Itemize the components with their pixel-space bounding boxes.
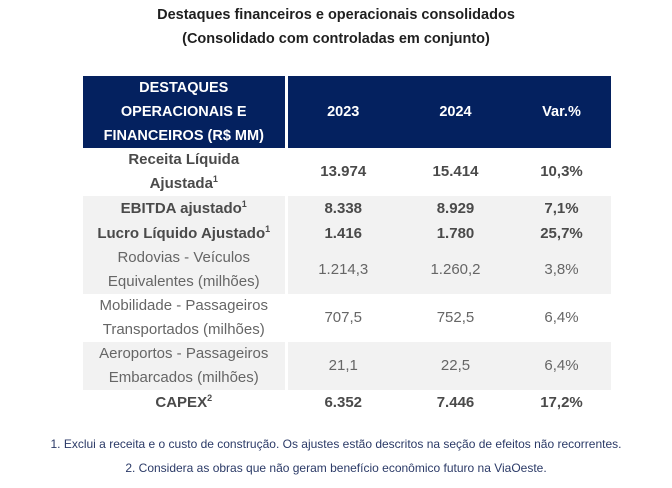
row-label-line-1: EBITDA ajustado: [120, 199, 242, 217]
table-row: EBITDA ajustado1 8.338 8.929 7,1%: [83, 196, 611, 221]
value-var: 17,2%: [512, 390, 611, 415]
value-2023: 21,1: [286, 342, 399, 390]
row-label-line-1: Lucro Líquido Ajustado: [97, 224, 266, 242]
footnote-1: 1. Exclui a receita e o custo de constru…: [50, 437, 622, 451]
footnote-marker: 2: [207, 392, 213, 403]
value-2024: 15.414: [399, 148, 512, 196]
table-row: Rodovias - Veículos Equivalentes (milhões…: [83, 246, 611, 294]
value-2023: 13.974: [286, 148, 399, 196]
footnote-marker: 1: [241, 198, 247, 209]
row-label-line-1: Receita Líquida: [128, 151, 240, 168]
row-label-line-2: Embarcados (milhões): [108, 369, 259, 386]
row-label-line-1: Mobilidade - Passageiros: [99, 297, 268, 314]
value-var: 6,4%: [512, 294, 611, 342]
value-var: 6,4%: [512, 342, 611, 390]
value-var: 3,8%: [512, 246, 611, 294]
title-line-1: Destaques financeiros e operacionais con…: [157, 7, 515, 23]
value-2024: 8.929: [399, 196, 512, 221]
row-label-line-2: Equivalentes (milhões): [107, 273, 260, 290]
row-label-line-1: CAPEX: [155, 393, 208, 411]
table-row: CAPEX2 6.352 7.446 17,2%: [83, 390, 611, 415]
header-label: DESTAQUES OPERACIONAIS E FINANCEIROS (R$…: [83, 76, 288, 148]
header-2023: 2023: [286, 76, 399, 148]
row-label: Rodovias - Veículos Equivalentes (milhões…: [83, 246, 288, 294]
header-var: Var.%: [512, 76, 611, 148]
table-header-row: DESTAQUES OPERACIONAIS E FINANCEIROS (R$…: [83, 76, 611, 148]
value-2024: 1.260,2: [399, 246, 512, 294]
highlights-table: DESTAQUES OPERACIONAIS E FINANCEIROS (R$…: [83, 76, 611, 415]
row-label-line-2: Transportados (milhões): [102, 321, 265, 338]
value-2023: 1.214,3: [286, 246, 399, 294]
row-label-line-1: Rodovias - Veículos: [117, 249, 251, 266]
title-line-2: (Consolidado com controladas em conjunto…: [182, 31, 490, 47]
value-2023: 707,5: [286, 294, 399, 342]
value-2023: 6.352: [286, 390, 399, 415]
value-2024: 752,5: [399, 294, 512, 342]
value-var: 25,7%: [512, 221, 611, 246]
row-label: Mobilidade - Passageiros Transportados (m…: [83, 294, 288, 342]
row-label: CAPEX2: [83, 390, 288, 415]
table-row: Aeroportos - Passageiros Embarcados (milh…: [83, 342, 611, 390]
value-2023: 1.416: [286, 221, 399, 246]
row-label: Aeroportos - Passageiros Embarcados (milh…: [83, 342, 288, 390]
footnote-marker: 1: [212, 174, 218, 184]
header-label-line-1: DESTAQUES: [139, 80, 229, 96]
header-2024: 2024: [399, 76, 512, 148]
value-2024: 1.780: [399, 221, 512, 246]
value-var: 7,1%: [512, 196, 611, 221]
row-label-line-1: Aeroportos - Passageiros: [99, 345, 269, 362]
footnote-2: 2. Considera as obras que não geram bene…: [125, 461, 547, 475]
footnote-marker: 1: [265, 223, 271, 234]
value-2023: 8.338: [286, 196, 399, 221]
table-row: Lucro Líquido Ajustado1 1.416 1.780 25,7…: [83, 221, 611, 246]
row-label: Receita Líquida Ajustada1: [83, 148, 288, 196]
value-2024: 22,5: [399, 342, 512, 390]
row-label-line-2: Ajustada: [149, 175, 213, 192]
value-var: 10,3%: [512, 148, 611, 196]
table-row: Mobilidade - Passageiros Transportados (m…: [83, 294, 611, 342]
table-row: Receita Líquida Ajustada1 13.974 15.414 1…: [83, 148, 611, 196]
row-label: Lucro Líquido Ajustado1: [83, 221, 288, 246]
header-label-line-2: OPERACIONAIS E: [120, 104, 247, 120]
header-label-line-3: FINANCEIROS (R$ MM): [103, 128, 264, 144]
value-2024: 7.446: [399, 390, 512, 415]
row-label: EBITDA ajustado1: [83, 196, 288, 221]
